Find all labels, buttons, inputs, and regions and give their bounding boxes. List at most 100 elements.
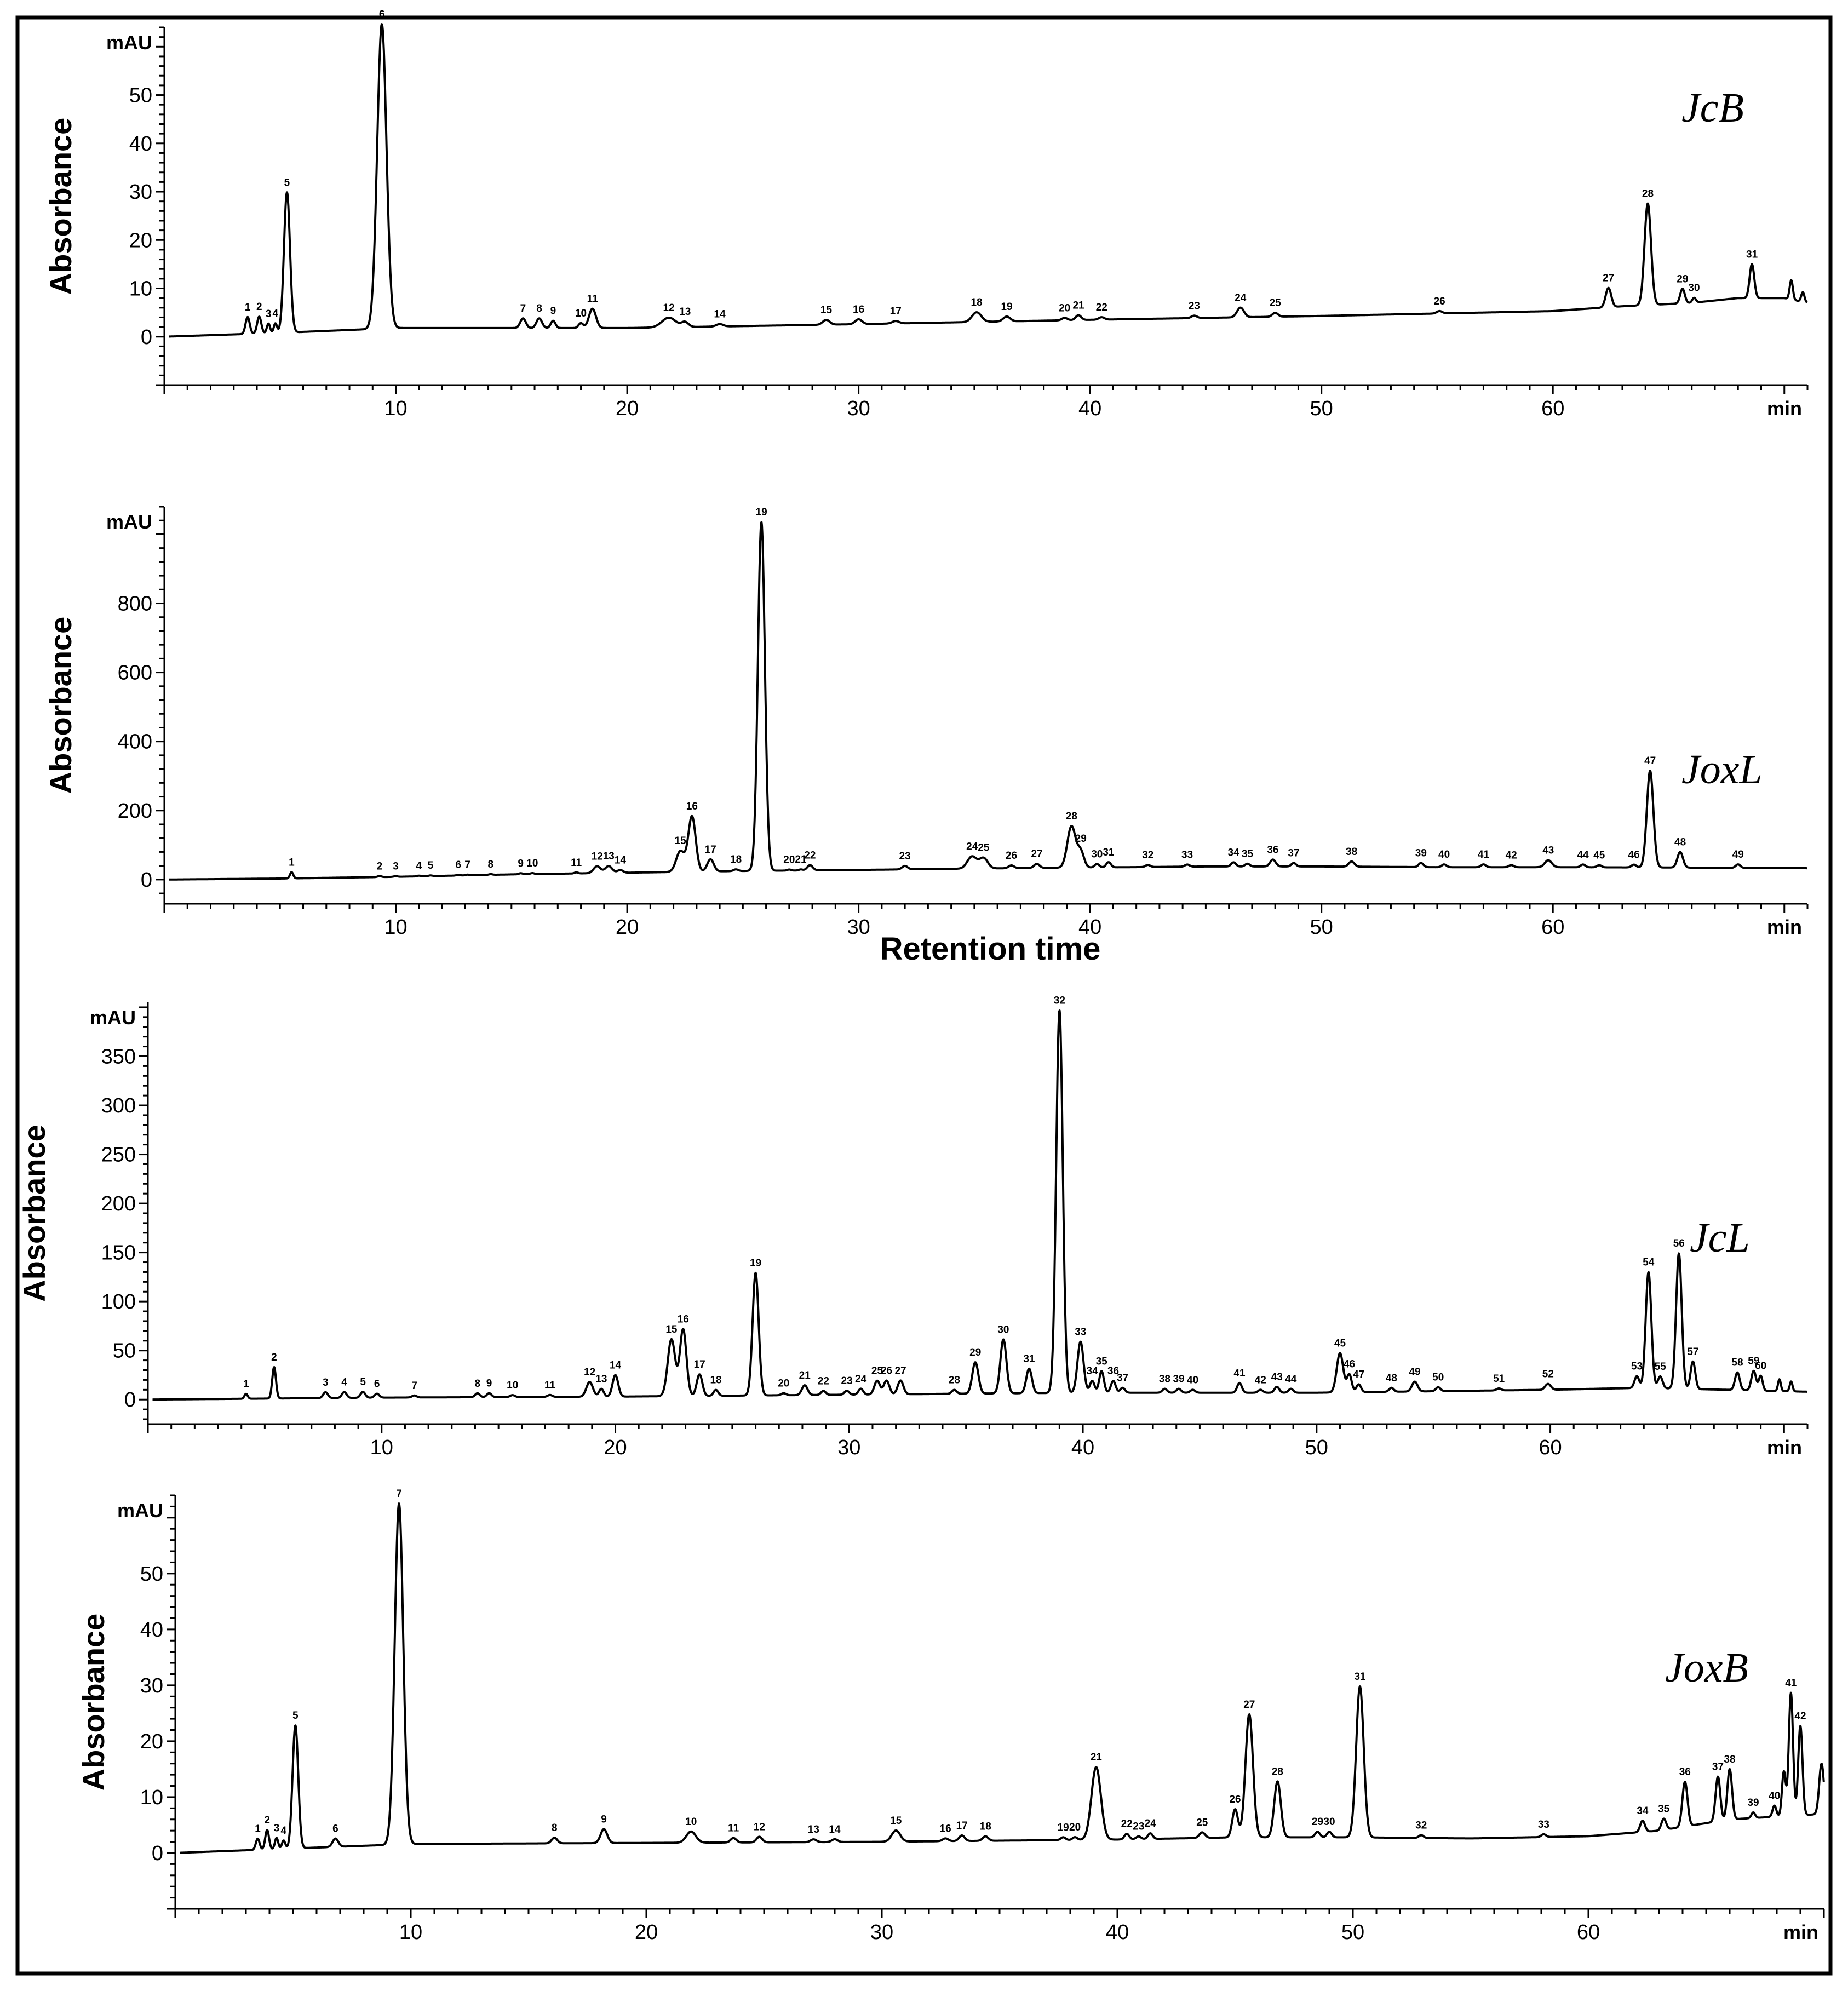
peak-label: 26 (1006, 850, 1017, 862)
peak-label: 25 (871, 1365, 883, 1377)
y-tick-label: 30 (140, 1674, 163, 1697)
y-tick-label: 150 (101, 1242, 136, 1265)
peak-label: 49 (1732, 849, 1744, 860)
peak-label: 39 (1173, 1374, 1184, 1385)
y-unit-label: mAU (106, 31, 152, 54)
peak-label: 44 (1285, 1374, 1297, 1385)
peak-label: 17 (705, 844, 716, 856)
peak-label: 36 (1679, 1766, 1691, 1778)
peak-label: 20 (1059, 302, 1070, 314)
peak-label: 19 (756, 507, 767, 518)
x-tick-label: 60 (1539, 1436, 1562, 1459)
x-tick-label: 30 (847, 916, 870, 939)
peak-label: 54 (1643, 1257, 1655, 1269)
peak-label: 14 (610, 1359, 622, 1371)
peak-label: 6 (374, 1379, 380, 1390)
peak-label: 27 (1243, 1699, 1255, 1711)
peak-label: 10 (526, 858, 538, 869)
peak-label: 41 (1478, 849, 1490, 860)
peak-label: 29 (969, 1347, 981, 1358)
y-tick-label: 30 (129, 181, 152, 204)
peak-label: 31 (1023, 1353, 1035, 1365)
peak-label: 34 (1228, 847, 1240, 858)
peak-label: 16 (686, 801, 698, 812)
peak-label: 35 (1658, 1803, 1670, 1815)
peak-label: 59 (1748, 1356, 1759, 1367)
peak-label: 47 (1644, 755, 1656, 767)
peak-label: 24 (1235, 292, 1247, 304)
peak-label: 37 (1712, 1762, 1724, 1773)
peak-label: 20 (778, 1378, 789, 1390)
peak-label: 3 (393, 861, 399, 873)
y-unit-label: mAU (117, 1499, 163, 1522)
x-tick-label: 60 (1541, 916, 1564, 939)
peak-label: 8 (474, 1378, 480, 1390)
peak-label: 13 (603, 851, 615, 862)
peak-label: 25 (1270, 297, 1282, 309)
x-unit-label: min (1767, 1436, 1802, 1459)
peak-label: 10 (507, 1380, 518, 1391)
peak-label: 44 (1577, 849, 1589, 860)
peak-label: 8 (552, 1822, 558, 1834)
x-tick-label: 40 (1071, 1436, 1094, 1459)
peak-label: 24 (966, 841, 978, 852)
peak-label: 16 (853, 304, 864, 315)
y-tick-label: 0 (141, 326, 152, 349)
chromatogram-trace (152, 1009, 1808, 1401)
peak-label: 26 (1434, 296, 1445, 307)
peak-label: 23 (1133, 1821, 1144, 1833)
peak-label: 17 (890, 306, 902, 317)
peak-label: 30 (997, 1324, 1009, 1335)
peak-label: 15 (675, 835, 687, 847)
x-unit-label: min (1767, 916, 1802, 938)
peak-label: 55 (1655, 1361, 1667, 1373)
peak-label: 34 (1087, 1365, 1099, 1377)
y-tick-label: 50 (129, 84, 152, 107)
peak-label: 33 (1075, 1327, 1086, 1338)
peak-label: 38 (1159, 1374, 1170, 1385)
peak-label: 15 (665, 1324, 678, 1335)
y-tick-label: 0 (124, 1388, 136, 1412)
peak-label: 40 (1187, 1374, 1198, 1386)
peak-label: 22 (804, 850, 816, 862)
x-axis-title: Retention time (880, 931, 1101, 967)
peak-label: 51 (1493, 1373, 1505, 1385)
x-tick-label: 40 (1106, 1921, 1129, 1944)
peak-label: 39 (1415, 847, 1427, 859)
x-unit-label: min (1767, 397, 1802, 420)
peak-label: 18 (710, 1375, 721, 1386)
peak-label: 8 (536, 303, 542, 314)
peak-label: 14 (714, 309, 726, 320)
y-axis-title: Absorbance (17, 1124, 51, 1302)
peak-label: 13 (679, 306, 691, 318)
peak-label: 40 (1438, 849, 1450, 860)
peak-label: 15 (890, 1815, 902, 1827)
peak-label: 16 (940, 1823, 951, 1834)
peak-label: 1 (289, 857, 295, 868)
y-tick-label: 20 (140, 1730, 163, 1753)
peak-label: 36 (1267, 844, 1278, 856)
peak-label: 23 (841, 1375, 852, 1387)
peak-label: 3 (266, 308, 272, 320)
peak-label: 6 (332, 1823, 338, 1835)
sample-label: JoxL (1681, 747, 1763, 793)
x-tick-label: 10 (370, 1436, 393, 1459)
y-tick-label: 10 (140, 1786, 163, 1809)
peak-label: 30 (1688, 283, 1700, 294)
peak-label: 2 (271, 1352, 277, 1363)
peak-label: 23 (899, 851, 911, 862)
peak-label: 8 (487, 859, 493, 870)
peak-label: 31 (1354, 1671, 1366, 1683)
peak-label: 13 (808, 1824, 819, 1835)
peak-label: 12 (754, 1821, 765, 1833)
peak-label: 35 (1242, 848, 1254, 860)
peak-label: 6 (379, 9, 385, 20)
y-tick-label: 400 (118, 731, 152, 754)
peak-label: 43 (1542, 845, 1554, 857)
peak-label: 4 (341, 1376, 347, 1388)
x-tick-label: 30 (837, 1436, 860, 1459)
peak-label: 4 (281, 1825, 287, 1837)
chromatogram-trace (168, 521, 1808, 881)
peak-label: 40 (1769, 1791, 1780, 1802)
